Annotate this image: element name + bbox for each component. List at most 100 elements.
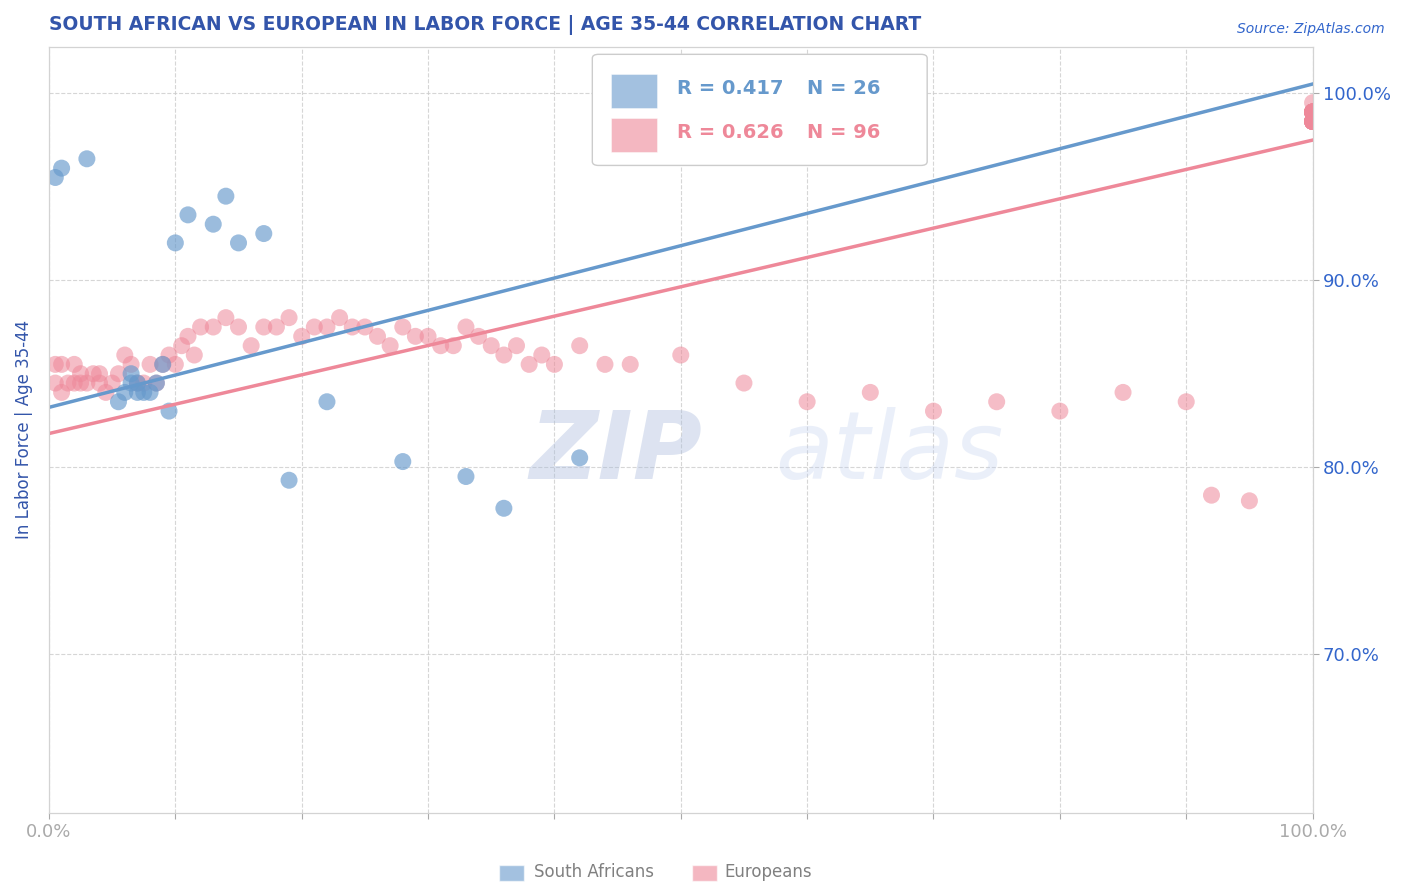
Text: R = 0.626: R = 0.626 bbox=[676, 123, 783, 142]
Point bbox=[152, 357, 174, 371]
Bar bbox=[612, 118, 657, 152]
Point bbox=[157, 348, 180, 362]
Point bbox=[316, 394, 339, 409]
Point bbox=[44, 376, 66, 390]
Point bbox=[429, 339, 451, 353]
Y-axis label: In Labor Force | Age 35-44: In Labor Force | Age 35-44 bbox=[15, 320, 32, 540]
Text: N = 26: N = 26 bbox=[807, 79, 880, 98]
Point bbox=[1302, 105, 1324, 120]
Point bbox=[76, 152, 98, 166]
Point bbox=[404, 329, 426, 343]
Text: R = 0.417: R = 0.417 bbox=[676, 79, 783, 98]
Bar bbox=[612, 74, 657, 108]
Point bbox=[1302, 114, 1324, 128]
Point bbox=[94, 385, 117, 400]
Point bbox=[479, 339, 502, 353]
Point bbox=[291, 329, 314, 343]
Point bbox=[517, 357, 540, 371]
Point bbox=[530, 348, 553, 362]
Point bbox=[145, 376, 167, 390]
Point bbox=[82, 367, 104, 381]
Point bbox=[183, 348, 205, 362]
Point bbox=[1302, 114, 1324, 128]
Point bbox=[859, 385, 882, 400]
Point bbox=[316, 320, 339, 334]
Point bbox=[568, 450, 591, 465]
Point bbox=[543, 357, 565, 371]
Point bbox=[593, 357, 616, 371]
Point bbox=[492, 501, 515, 516]
Point bbox=[253, 227, 276, 241]
Text: N = 96: N = 96 bbox=[807, 123, 880, 142]
Point bbox=[152, 357, 174, 371]
Point bbox=[253, 320, 276, 334]
Text: atlas: atlas bbox=[776, 408, 1004, 499]
Point bbox=[391, 320, 413, 334]
Point bbox=[492, 348, 515, 362]
Point bbox=[1302, 114, 1324, 128]
Point bbox=[266, 320, 288, 334]
Point bbox=[114, 348, 136, 362]
Point bbox=[120, 376, 142, 390]
Point bbox=[228, 320, 250, 334]
Point bbox=[1302, 114, 1324, 128]
Point bbox=[76, 376, 98, 390]
Point bbox=[69, 376, 91, 390]
Point bbox=[145, 376, 167, 390]
Point bbox=[619, 357, 641, 371]
Point bbox=[51, 357, 73, 371]
Point bbox=[796, 394, 818, 409]
Point bbox=[329, 310, 352, 325]
Point bbox=[1302, 114, 1324, 128]
Point bbox=[139, 385, 162, 400]
Text: South Africans: South Africans bbox=[534, 863, 654, 881]
Text: SOUTH AFRICAN VS EUROPEAN IN LABOR FORCE | AGE 35-44 CORRELATION CHART: SOUTH AFRICAN VS EUROPEAN IN LABOR FORCE… bbox=[49, 15, 921, 35]
Point bbox=[1049, 404, 1071, 418]
Point bbox=[51, 385, 73, 400]
Point bbox=[44, 170, 66, 185]
Point bbox=[467, 329, 489, 343]
Point bbox=[120, 357, 142, 371]
Point bbox=[202, 320, 225, 334]
Point bbox=[733, 376, 755, 390]
Point bbox=[202, 217, 225, 231]
Point bbox=[441, 339, 464, 353]
Point bbox=[51, 161, 73, 176]
Point bbox=[127, 376, 149, 390]
Point bbox=[1302, 105, 1324, 120]
Point bbox=[63, 357, 86, 371]
Point bbox=[127, 376, 149, 390]
Point bbox=[1302, 105, 1324, 120]
Point bbox=[669, 348, 692, 362]
Point bbox=[1302, 105, 1324, 120]
Point bbox=[1239, 493, 1261, 508]
Point bbox=[69, 367, 91, 381]
Text: ZIP: ZIP bbox=[529, 407, 702, 499]
Point bbox=[986, 394, 1008, 409]
Point bbox=[240, 339, 263, 353]
Point bbox=[63, 376, 86, 390]
Point bbox=[132, 385, 155, 400]
Point bbox=[454, 320, 477, 334]
Point bbox=[1302, 105, 1324, 120]
Point bbox=[922, 404, 945, 418]
Point bbox=[378, 339, 401, 353]
Point bbox=[1302, 105, 1324, 120]
Point bbox=[568, 339, 591, 353]
Point bbox=[454, 469, 477, 483]
Point bbox=[1201, 488, 1223, 502]
Point bbox=[228, 235, 250, 250]
Point bbox=[89, 367, 111, 381]
Point bbox=[107, 394, 129, 409]
Point bbox=[1302, 105, 1324, 120]
Point bbox=[120, 367, 142, 381]
Point bbox=[1175, 394, 1198, 409]
Point bbox=[190, 320, 212, 334]
Point bbox=[101, 376, 124, 390]
Point bbox=[1302, 105, 1324, 120]
Point bbox=[1302, 114, 1324, 128]
Point bbox=[177, 208, 200, 222]
FancyBboxPatch shape bbox=[592, 54, 927, 165]
Point bbox=[1112, 385, 1135, 400]
Point bbox=[1302, 114, 1324, 128]
